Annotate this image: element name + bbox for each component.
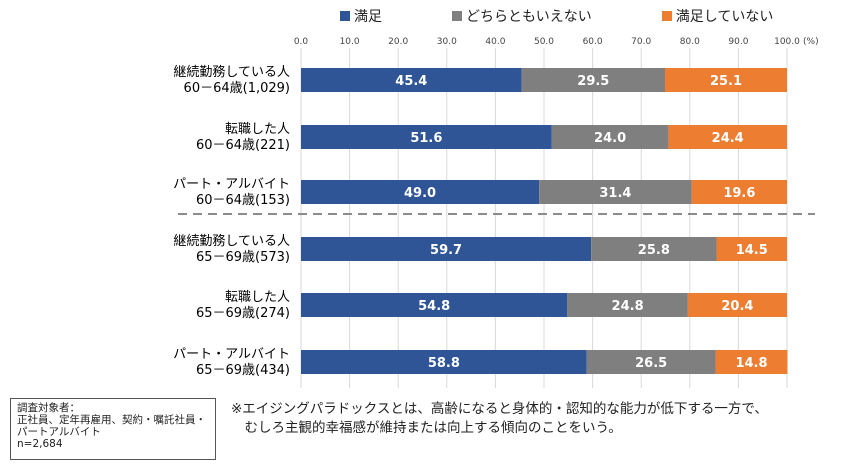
category-label-line2: 65－69歳(573) [196,250,290,265]
data-label: 31.4 [599,186,631,201]
category-label-line1: 転職した人 [225,122,290,137]
bar-segment [521,68,666,92]
footnote: ※エイジングパラドックスとは、高齢になると身体的・認知的な能力が低下する一方で、… [231,400,768,438]
category-label-line2: 60－64歳(153) [196,193,290,208]
category-label-line1: 転職した人 [225,290,290,305]
legend-swatch-unsatisfied [661,11,672,21]
x-tick-label: 80.0 [680,37,700,47]
bar-segment [539,180,692,204]
data-label: 25.1 [710,74,742,89]
category-label-line1: 継続勤務している人 [173,65,290,80]
x-tick-label: 30.0 [437,37,457,47]
info-line: n=2,684 [17,438,63,450]
x-tick-label: 100.0 [774,37,800,47]
x-tick-label: 10.0 [340,37,360,47]
data-label: 24.4 [712,131,744,146]
data-label: 51.6 [410,131,442,146]
bar-segment [301,180,540,204]
category-label-line2: 60－64歳(1,029) [184,81,290,96]
bar-segment [716,237,787,261]
bar-segment [591,237,717,261]
legend-item-satisfied: 満足 [340,6,382,26]
bar-segment [301,125,552,149]
bar-segment [691,180,787,204]
data-label: 58.8 [428,356,460,371]
legend-item-unsatisfied: 満足していない [661,6,774,26]
bar-segment [301,237,592,261]
bar-segment [687,293,787,317]
data-label: 54.8 [418,299,450,314]
data-label: 45.4 [395,74,427,89]
category-label-line1: パート・アルバイト [173,177,290,192]
legend-item-neutral: どちらともいえない [452,6,592,26]
x-tick-label: 90.0 [728,37,748,47]
info-line: パートアルバイト [17,426,101,438]
data-label: 14.5 [736,243,768,258]
category-label-line2: 60－64歳(221) [196,138,290,153]
survey-info-box: 調査対象者： 正社員、定年再雇用、契約・嘱託社員・ パートアルバイト n=2,6… [10,398,216,460]
legend-label-satisfied: 満足 [354,9,382,25]
bar-segment [586,350,716,374]
legend-label-neutral: どちらともいえない [466,9,592,25]
footnote-line-1: ※エイジングパラドックスとは、高齢になると身体的・認知的な能力が低下する一方で、 [231,401,768,417]
bar-segment [551,125,669,149]
data-label: 59.7 [430,243,462,258]
bar-segment [301,293,568,317]
x-unit-label: (%) [803,37,819,47]
bar-segment [715,350,788,374]
bar-segment [567,293,688,317]
x-tick-label: 40.0 [485,37,505,47]
stacked-bar-chart: 0.0 10.0 20.0 30.0 40.0 50.0 60.0 70.0 80.0 90.0 1… [173,37,819,388]
footnote-line-2: むしろ主観的幸福感が維持または向上する傾向のことをいう。 [231,420,622,436]
data-label: 25.8 [638,243,670,258]
legend-swatch-satisfied [340,11,350,21]
category-label-line2: 65－69歳(274) [196,306,290,321]
bar-segment [668,125,787,149]
bar-segment [301,350,587,374]
category-label-line1: 継続勤務している人 [173,234,290,249]
data-label: 24.0 [594,131,626,146]
data-label: 19.6 [723,186,755,201]
data-label: 49.0 [404,186,436,201]
data-label: 14.8 [735,356,767,371]
data-label: 29.5 [577,74,609,89]
x-tick-label: 70.0 [631,37,651,47]
info-line: 調査対象者： [17,402,80,414]
bar-segment [301,68,522,92]
x-tick-label: 0.0 [294,37,309,47]
data-label: 20.4 [721,299,753,314]
legend-label-unsatisfied: 満足していない [675,9,774,25]
category-label-line2: 65－69歳(434) [196,363,290,378]
legend-swatch-neutral [452,11,462,21]
x-tick-label: 60.0 [583,37,603,47]
info-line: 正社員、定年再雇用、契約・嘱託社員・ [17,414,206,426]
category-label-line1: パート・アルバイト [173,347,290,362]
data-label: 26.5 [635,356,667,371]
chart-legend: 満足 どちらともいえない 満足していない [340,6,843,26]
data-label: 24.8 [612,299,644,314]
bar-segment [665,68,787,92]
x-tick-label: 50.0 [534,37,554,47]
x-tick-label: 20.0 [388,37,408,47]
